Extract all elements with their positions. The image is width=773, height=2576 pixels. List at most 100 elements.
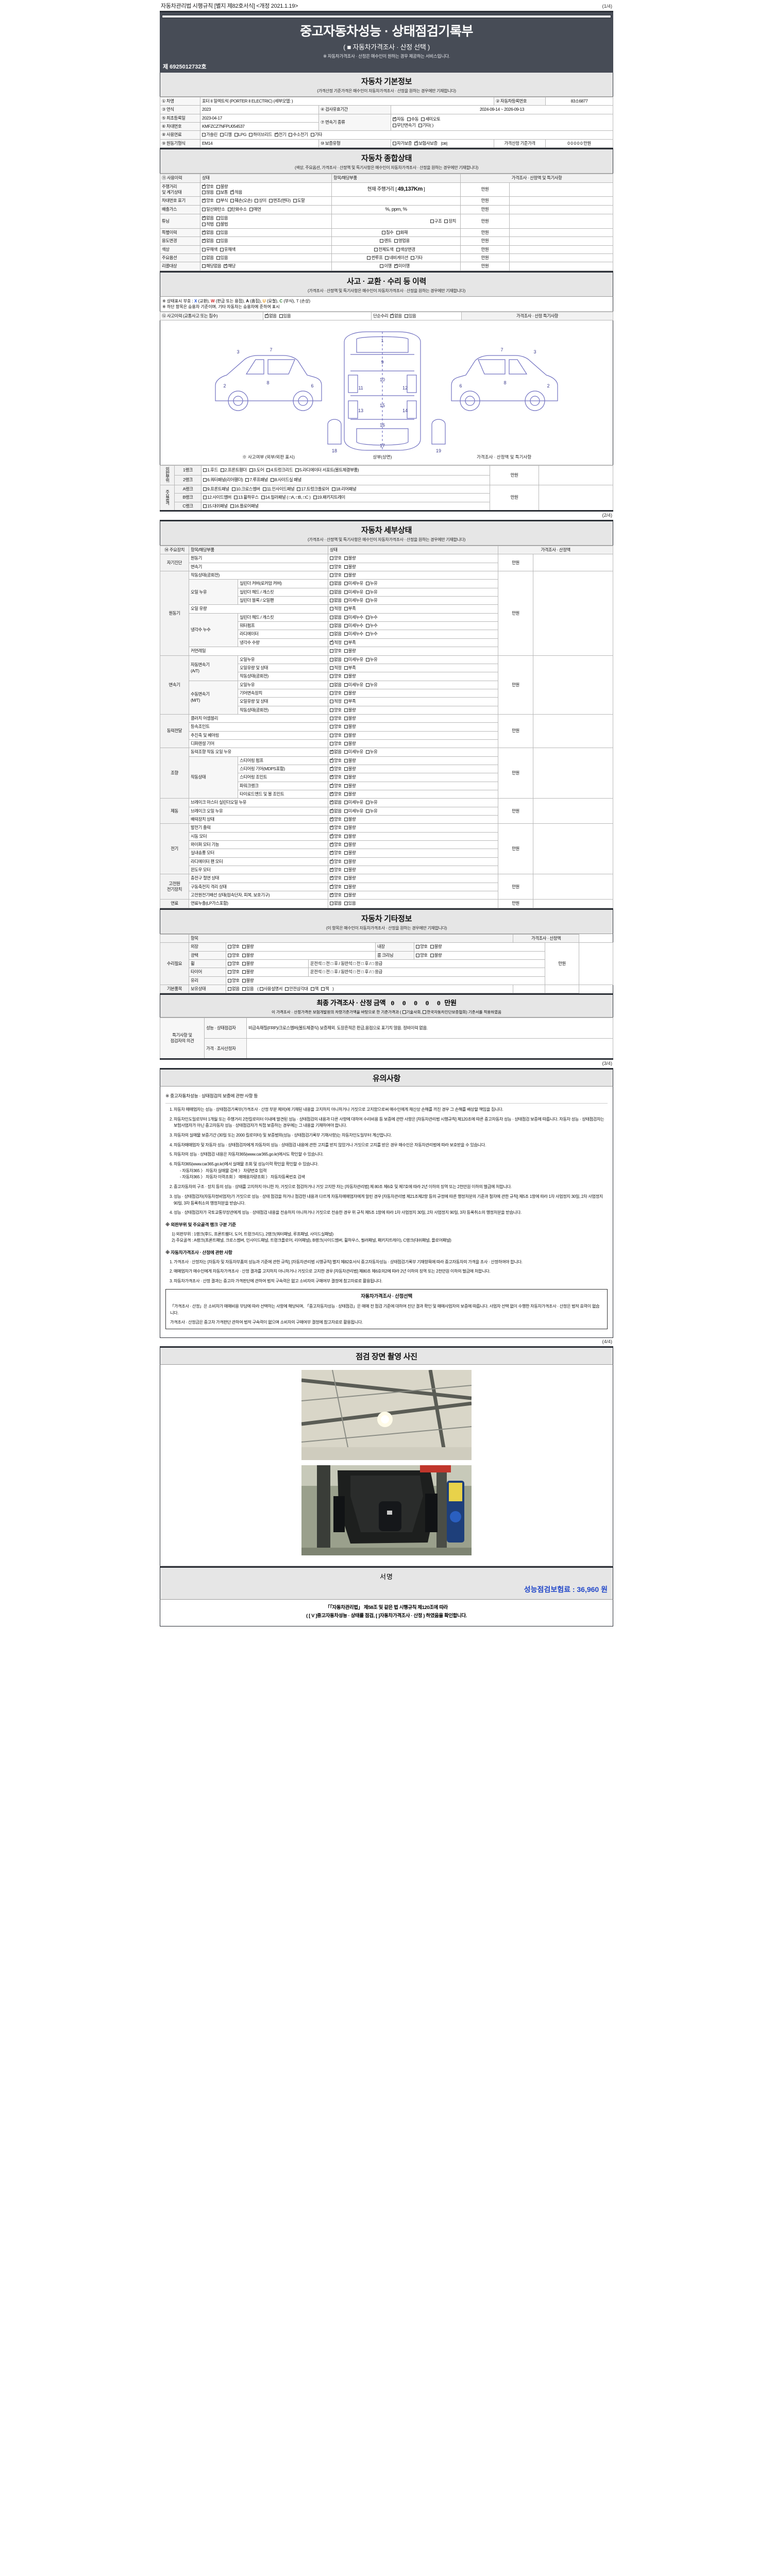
detail-option[interactable]: 미세누유: [344, 682, 363, 688]
checkbox-panel-5[interactable]: [295, 468, 299, 472]
checkbox-불량[interactable]: [344, 573, 348, 578]
checkbox-침수[interactable]: [381, 231, 385, 235]
panel-item[interactable]: 17.트렁크플로어: [297, 486, 329, 492]
etc-option[interactable]: 양호: [228, 961, 240, 967]
detail-option[interactable]: 미세누수: [344, 615, 363, 620]
checkbox-부족[interactable]: [344, 607, 348, 611]
history-item-cell[interactable]: %, ppm, %: [331, 205, 461, 215]
etc-option[interactable]: 양호: [416, 953, 428, 958]
panel-items-cell[interactable]: 9.프론트패널 10.크로스멤버 11.인사이드패널 17.트렁크플로어 18.리어패널: [201, 484, 490, 494]
detail-price-value[interactable]: [533, 571, 613, 656]
checkbox-양호[interactable]: [228, 978, 231, 982]
detail-option[interactable]: 누유: [365, 682, 378, 688]
checkbox-없음[interactable]: [330, 582, 334, 586]
checkbox-없음[interactable]: [330, 683, 334, 687]
detail-option[interactable]: 양호: [330, 766, 342, 772]
panel-item[interactable]: 9.프론트패널: [203, 486, 229, 492]
state-option[interactable]: 적음: [230, 189, 242, 195]
checkbox-보험사보증[interactable]: [414, 140, 418, 145]
item-option[interactable]: 썬루프: [367, 255, 383, 261]
option-item[interactable]: 무단변속기: [393, 123, 416, 128]
checkbox-양호[interactable]: [330, 565, 334, 569]
checkbox-매연[interactable]: [249, 208, 253, 212]
checkbox-불량[interactable]: [344, 792, 348, 796]
checkbox-훼손오손[interactable]: [230, 199, 234, 203]
checkbox-양호[interactable]: [228, 953, 231, 957]
etc-option[interactable]: 있음: [242, 986, 254, 992]
checkbox-적정[interactable]: [330, 607, 334, 611]
etc-option[interactable]: 불량: [242, 961, 254, 967]
checkbox-누유[interactable]: [365, 599, 369, 603]
checkbox-양호[interactable]: [330, 817, 333, 822]
price-value[interactable]: [509, 196, 613, 206]
detail-option[interactable]: 누수: [365, 623, 378, 629]
checkbox-누유[interactable]: [365, 801, 369, 805]
etc-basic-sub-option[interactable]: 사용설명서: [259, 986, 282, 992]
detail-option[interactable]: 미세누유: [344, 800, 363, 805]
etc-glass-options[interactable]: 양호 불량: [225, 976, 546, 985]
checkbox-가솔린[interactable]: [202, 133, 206, 137]
checkbox-양호[interactable]: [330, 766, 333, 771]
checkbox-기타[interactable]: [310, 133, 314, 137]
checkbox-보통[interactable]: [216, 190, 220, 194]
checkbox-불량[interactable]: [242, 978, 246, 982]
checkbox-적정[interactable]: [330, 639, 333, 645]
detail-option[interactable]: 양호: [330, 757, 342, 764]
detail-price-value[interactable]: [533, 823, 613, 875]
item-option[interactable]: 렌트: [380, 238, 392, 244]
detail-option[interactable]: 누수: [365, 631, 378, 637]
checkbox-있음[interactable]: [344, 902, 348, 906]
checkbox-양호[interactable]: [330, 774, 333, 779]
checkbox-panel-12[interactable]: [203, 496, 207, 500]
checkbox-누수[interactable]: [365, 615, 369, 619]
etc-option[interactable]: 불량: [430, 953, 442, 958]
state-option[interactable]: 양호: [202, 183, 214, 190]
panel-items-cell[interactable]: 6.쿼터패널(리어휀더) 7.루프패널 8.사이드실 패널: [201, 475, 490, 485]
checkbox-불량[interactable]: [344, 859, 348, 863]
etc-right-options[interactable]: 양호 불량: [413, 951, 546, 960]
checkbox-부족[interactable]: [344, 666, 348, 670]
state-option[interactable]: 있음: [216, 238, 228, 244]
checkbox-양호[interactable]: [330, 691, 334, 695]
checkbox-양호[interactable]: [330, 649, 334, 653]
option-item[interactable]: 보험사보증: [414, 140, 438, 146]
checkbox-유채색[interactable]: [220, 247, 224, 251]
panel-item[interactable]: 16.플로어패널: [230, 503, 259, 509]
detail-option[interactable]: 미세누유: [344, 598, 363, 603]
etc-option[interactable]: 불량: [242, 978, 254, 984]
panel-item[interactable]: 14.필러패널 ( □A, □B, □C ): [261, 495, 311, 500]
detail-option[interactable]: 불량: [344, 791, 356, 797]
extra-options[interactable]: 구조 장치: [430, 218, 459, 224]
history-item-cell[interactable]: 구조 장치: [331, 214, 461, 229]
checkbox-기타[interactable]: [410, 256, 414, 260]
checkbox-panel-1[interactable]: [203, 468, 207, 472]
detail-option[interactable]: 불량: [344, 555, 356, 561]
detail-option[interactable]: 없음: [330, 808, 342, 814]
checkbox-불량[interactable]: [430, 945, 434, 949]
checkbox-없음[interactable]: [330, 624, 334, 628]
checkbox-미이행[interactable]: [394, 263, 398, 268]
checkbox-불량[interactable]: [242, 970, 246, 974]
state-option[interactable]: 없음: [202, 255, 214, 261]
history-state-cell[interactable]: 일산화탄소 탄화수소 매연: [200, 205, 332, 215]
state-option[interactable]: 적법: [202, 222, 214, 227]
detail-option[interactable]: 미세누유: [344, 749, 363, 755]
checkbox-없음[interactable]: [330, 800, 333, 805]
checkbox-양호[interactable]: [202, 183, 206, 189]
checkbox-양호[interactable]: [330, 708, 334, 712]
checkbox-누수[interactable]: [365, 624, 369, 628]
checkbox-불량[interactable]: [216, 184, 220, 189]
checkbox-불량[interactable]: [344, 565, 348, 569]
checkbox-양호[interactable]: [228, 945, 231, 949]
checkbox-기타[interactable]: [418, 123, 422, 127]
checkbox-양호[interactable]: [330, 833, 333, 838]
checkbox-양호[interactable]: [330, 858, 333, 863]
